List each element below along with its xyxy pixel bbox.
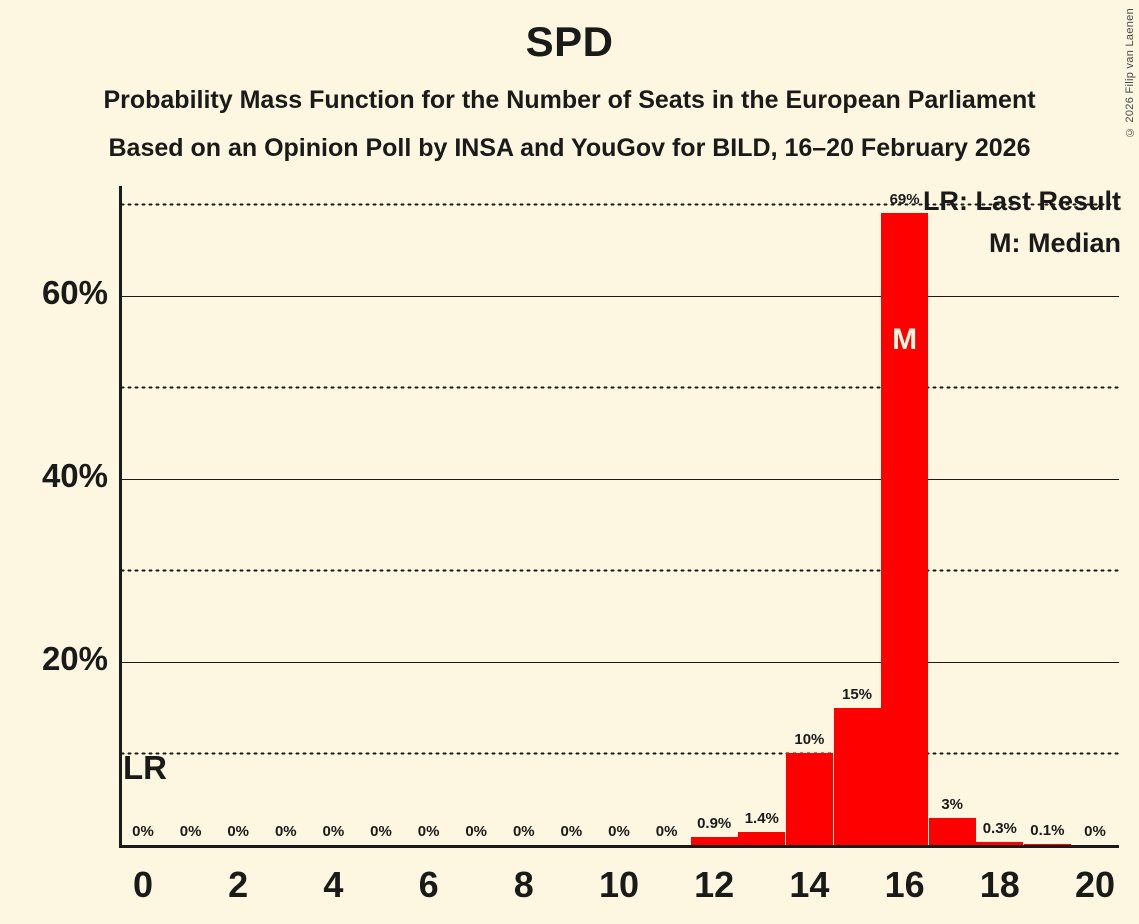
bar-seat-17[interactable] [928, 817, 976, 845]
last-result-marker: LR [123, 749, 167, 787]
x-tick-label-14: 14 [789, 864, 830, 905]
y-axis-line [119, 186, 122, 848]
bar-value-label-18: 0.3% [982, 820, 1017, 838]
median-marker: M [892, 323, 918, 357]
chart-subtitle-source: Based on an Opinion Poll by INSA and You… [108, 134, 1031, 162]
bar-value-label-20: 0% [1084, 823, 1106, 840]
bar-seat-13[interactable] [738, 832, 786, 845]
bar-value-label-19: 0.1% [1030, 822, 1065, 840]
bar-value-label-15: 15% [841, 685, 873, 703]
bar-value-label-12: 0.9% [697, 814, 732, 832]
gridline-dotted-10 [119, 752, 1119, 756]
bar-seat-16[interactable] [881, 213, 929, 845]
bar-value-label-11: 0% [655, 823, 678, 840]
x-tick-label-10: 10 [598, 864, 640, 905]
y-tick-label-20: 20% [41, 639, 108, 677]
bar-value-label-3: 0% [274, 823, 297, 840]
gridline-solid-20 [119, 661, 1119, 663]
legend-median: M: Median [989, 228, 1121, 258]
bar-value-label-13: 1.4% [744, 810, 779, 828]
x-tick-label-18: 18 [979, 864, 1020, 905]
gridline-dotted-30 [119, 569, 1119, 573]
bar-seat-19[interactable] [1023, 844, 1071, 845]
bar-value-label-2: 0% [227, 823, 250, 840]
x-tick-label-0: 0 [132, 864, 154, 905]
x-tick-label-6: 6 [418, 864, 439, 905]
bar-seat-12[interactable] [690, 836, 738, 845]
gridline-dotted-50 [119, 386, 1119, 390]
x-tick-label-8: 8 [513, 864, 534, 905]
bar-seat-15[interactable] [833, 707, 881, 845]
gridline-solid-40 [119, 478, 1119, 480]
x-axis-line [119, 845, 1119, 848]
bar-value-label-4: 0% [322, 823, 345, 840]
bar-seat-18[interactable] [976, 842, 1024, 845]
x-tick-label-12: 12 [694, 864, 735, 905]
bar-value-label-10: 0% [608, 823, 630, 840]
bar-value-label-16: 69% [889, 191, 920, 209]
y-tick-label-40: 40% [41, 456, 108, 494]
x-tick-label-16: 16 [884, 864, 925, 905]
legend-last-result: LR: Last Result [922, 186, 1121, 216]
bar-value-label-7: 0% [465, 823, 488, 840]
bar-value-label-14: 10% [794, 731, 825, 749]
x-tick-label-20: 20 [1074, 864, 1116, 905]
bar-seat-14[interactable] [785, 753, 833, 845]
bar-value-label-9: 0% [560, 823, 583, 840]
page-title: SPD [525, 18, 614, 65]
x-tick-label-2: 2 [228, 864, 249, 905]
chart-subtitle-primary: Probability Mass Function for the Number… [103, 86, 1036, 114]
plot-area: 0% 0% 0% 0% 0% 0% 0% 0% 0% 0% 0% 0% 0.9% 1.4% 10% 15% 69… [119, 186, 1119, 848]
bar-value-label-0: 0% [132, 823, 154, 840]
bar-value-label-1: 0% [179, 823, 202, 840]
bar-value-label-6: 0% [417, 823, 440, 840]
bar-value-label-17: 3% [941, 795, 964, 813]
x-tick-label-4: 4 [323, 864, 344, 905]
gridline-dotted-70 [119, 203, 1119, 207]
copyright-notice: © 2026 Filip van Laenen [1124, 8, 1136, 139]
gridline-solid-60 [119, 295, 1119, 297]
bar-value-label-5: 0% [370, 823, 392, 840]
bar-value-label-8: 0% [512, 823, 535, 840]
y-tick-label-60: 60% [41, 273, 108, 311]
